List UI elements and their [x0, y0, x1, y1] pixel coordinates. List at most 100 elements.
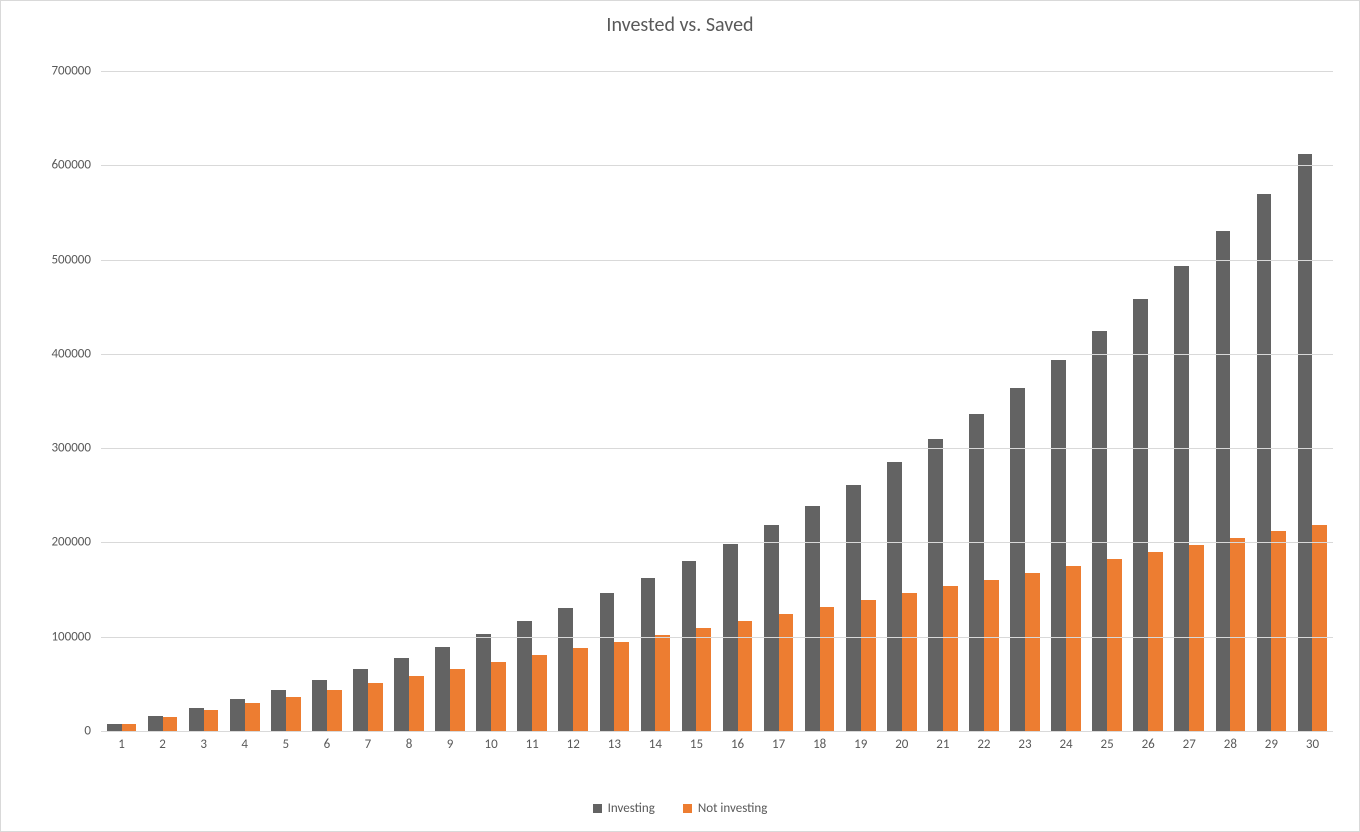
x-axis-tick-label: 11 [526, 737, 539, 752]
bar-investing [1051, 360, 1066, 731]
gridline [101, 260, 1333, 261]
bar-not-investing [820, 607, 835, 731]
y-axis-tick-label: 700000 [11, 64, 91, 79]
bar-not-investing [573, 648, 588, 731]
legend-swatch [683, 804, 692, 813]
bar-investing [682, 561, 697, 731]
chart-container: Invested vs. Saved Investing Not investin… [0, 0, 1360, 832]
bar-investing [1174, 266, 1189, 731]
y-axis-tick-label: 200000 [11, 535, 91, 550]
x-axis-tick-label: 18 [813, 737, 826, 752]
x-axis-tick-label: 7 [365, 737, 372, 752]
x-axis-tick-label: 24 [1059, 737, 1072, 752]
bar-not-investing [1230, 538, 1245, 731]
bar-not-investing [286, 697, 301, 731]
x-axis-tick-label: 6 [324, 737, 331, 752]
y-axis-tick-label: 0 [11, 724, 91, 739]
x-axis-tick-label: 19 [854, 737, 867, 752]
bar-not-investing [1066, 566, 1081, 731]
legend-label: Not investing [698, 801, 767, 816]
x-axis-tick-label: 16 [731, 737, 744, 752]
bar-investing [558, 608, 573, 732]
bar-not-investing [409, 676, 424, 731]
bar-not-investing [655, 635, 670, 731]
legend: Investing Not investing [1, 801, 1359, 817]
bar-not-investing [943, 586, 958, 731]
x-axis-tick-label: 17 [772, 737, 785, 752]
y-axis-tick-label: 600000 [11, 158, 91, 173]
gridline [101, 448, 1333, 449]
bar-not-investing [1271, 531, 1286, 731]
bar-not-investing [696, 628, 711, 731]
bar-not-investing [163, 717, 178, 731]
bar-investing [476, 634, 491, 731]
x-axis-tick-label: 30 [1306, 737, 1319, 752]
y-axis-tick-label: 100000 [11, 629, 91, 644]
x-axis-tick-label: 28 [1224, 737, 1237, 752]
bar-investing [641, 578, 656, 731]
bar-investing [1092, 331, 1107, 731]
x-axis-tick-label: 29 [1265, 737, 1278, 752]
bar-investing [600, 593, 615, 731]
x-axis-tick-label: 4 [241, 737, 248, 752]
bar-investing [1133, 299, 1148, 731]
gridline [101, 542, 1333, 543]
x-axis-tick-label: 9 [447, 737, 454, 752]
bar-investing [353, 669, 368, 731]
bar-not-investing [450, 669, 465, 731]
x-axis-tick-label: 20 [895, 737, 908, 752]
x-axis-tick-label: 14 [649, 737, 662, 752]
bar-investing [969, 414, 984, 731]
x-axis-tick-label: 1 [118, 737, 125, 752]
x-axis-tick-label: 10 [485, 737, 498, 752]
legend-item: Investing [593, 801, 655, 816]
bar-investing [846, 485, 861, 731]
gridline [101, 165, 1333, 166]
bar-not-investing [1148, 552, 1163, 731]
bar-not-investing [902, 593, 917, 731]
bar-investing [1257, 194, 1272, 731]
bar-investing [1216, 231, 1231, 731]
bar-not-investing [368, 683, 383, 731]
bar-investing [805, 506, 820, 731]
x-axis-tick-label: 26 [1142, 737, 1155, 752]
x-axis-tick-label: 23 [1018, 737, 1031, 752]
bar-investing [1010, 388, 1025, 731]
x-axis-tick-label: 5 [283, 737, 290, 752]
bar-not-investing [1189, 545, 1204, 731]
bar-investing [1298, 154, 1313, 731]
bar-not-investing [1312, 525, 1327, 731]
bar-not-investing [1107, 559, 1122, 731]
bar-investing [148, 716, 163, 731]
y-axis-tick-label: 400000 [11, 346, 91, 361]
x-axis-tick-label: 22 [977, 737, 990, 752]
bar-not-investing [1025, 573, 1040, 731]
bar-investing [271, 690, 286, 731]
x-axis-tick-label: 8 [406, 737, 413, 752]
bar-not-investing [614, 642, 629, 731]
x-axis-tick-label: 27 [1183, 737, 1196, 752]
bar-not-investing [122, 724, 137, 731]
bar-investing [107, 724, 122, 731]
x-axis-tick-label: 12 [567, 737, 580, 752]
bar-not-investing [861, 600, 876, 731]
bar-investing [435, 647, 450, 731]
bar-not-investing [984, 580, 999, 731]
bar-investing [189, 708, 204, 731]
bar-investing [887, 462, 902, 731]
bar-investing [312, 680, 327, 731]
x-axis-tick-label: 3 [200, 737, 207, 752]
legend-swatch [593, 804, 602, 813]
bar-not-investing [245, 703, 260, 731]
x-axis-tick-label: 2 [159, 737, 166, 752]
legend-label: Investing [608, 801, 655, 816]
y-axis-tick-label: 500000 [11, 252, 91, 267]
gridline [101, 71, 1333, 72]
x-axis-tick-label: 25 [1101, 737, 1114, 752]
gridline [101, 354, 1333, 355]
x-axis-tick-label: 15 [690, 737, 703, 752]
bar-investing [394, 658, 409, 731]
legend-item: Not investing [683, 801, 767, 816]
chart-title: Invested vs. Saved [1, 13, 1359, 37]
bar-investing [230, 699, 245, 731]
